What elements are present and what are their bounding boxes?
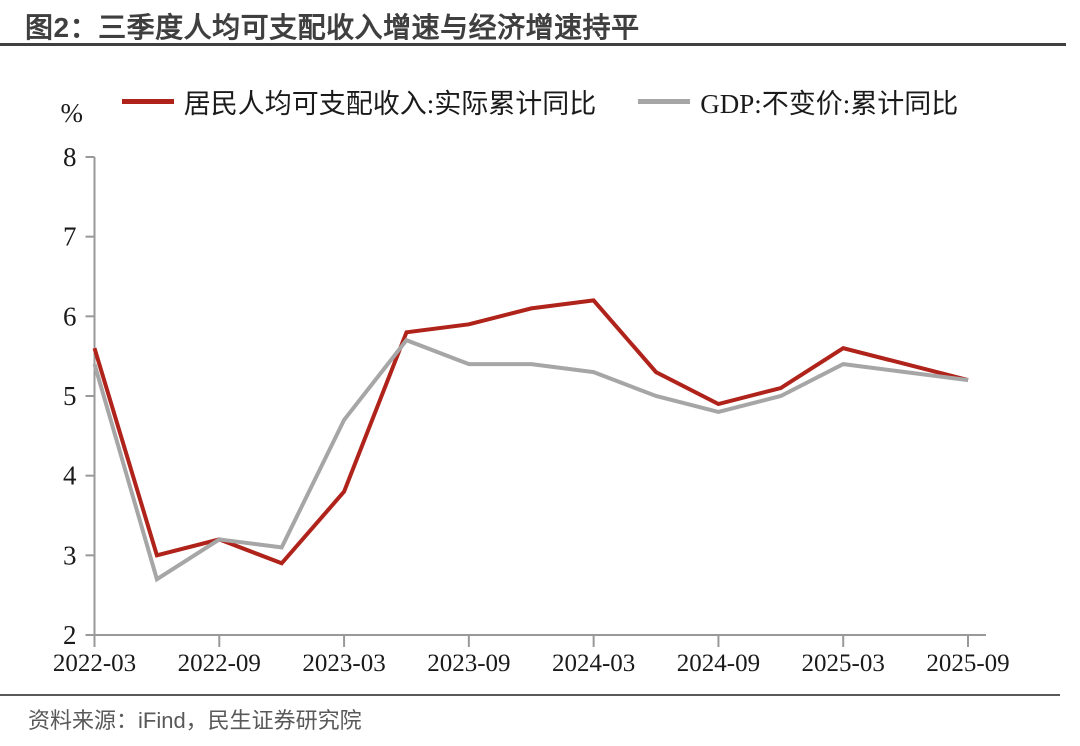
- y-tick-label: 6: [63, 301, 77, 331]
- income-line: [92, 298, 969, 566]
- line-chart: 2 3 4 5 6 7 8% 2022-03 2022-09 2023-03 2023-09 2024…: [53, 98, 1010, 677]
- figure-title: 图2：三季度人均可支配收入增速与经济增速持平: [25, 12, 640, 43]
- x-tick-label: 2023-03: [302, 650, 385, 677]
- y-tick-label: 3: [63, 540, 77, 570]
- y-tick-label: 4: [63, 461, 77, 491]
- x-tick-label: 2022-03: [53, 650, 136, 677]
- y-tick-label: 2: [63, 620, 77, 650]
- x-tick-label: 2025-03: [802, 650, 885, 677]
- income-line-swatch-icon: [121, 99, 174, 104]
- title-divider: [0, 43, 1066, 46]
- gdp-line: [92, 337, 969, 583]
- x-tick-label: 2024-09: [677, 650, 760, 677]
- x-tick-label: 2022-09: [178, 650, 261, 677]
- legend-item-income: 居民人均可支配收入:实际累计同比: [121, 82, 597, 121]
- x-tick-label: 2023-09: [427, 650, 510, 677]
- y-tick-label: 8: [63, 142, 77, 172]
- chart-legend: 居民人均可支配收入:实际累计同比 GDP:不变价:累计同比: [70, 82, 1010, 121]
- legend-item-gdp: GDP:不变价:累计同比: [638, 82, 958, 121]
- x-tick-label: 2025-09: [926, 650, 1009, 677]
- y-axis-unit-label: %: [61, 98, 84, 128]
- figure-bottom-divider: [0, 694, 1060, 696]
- gdp-legend-label: GDP:不变价:累计同比: [700, 89, 959, 119]
- x-tick-label: 2024-03: [552, 650, 635, 677]
- gdp-line-swatch-icon: [638, 99, 691, 104]
- y-tick-label: 7: [63, 222, 77, 252]
- income-legend-label: 居民人均可支配收入:实际累计同比: [183, 89, 597, 119]
- y-tick-label: 5: [63, 381, 77, 411]
- source-note: 资料来源：iFind，民生证券研究院: [28, 708, 362, 733]
